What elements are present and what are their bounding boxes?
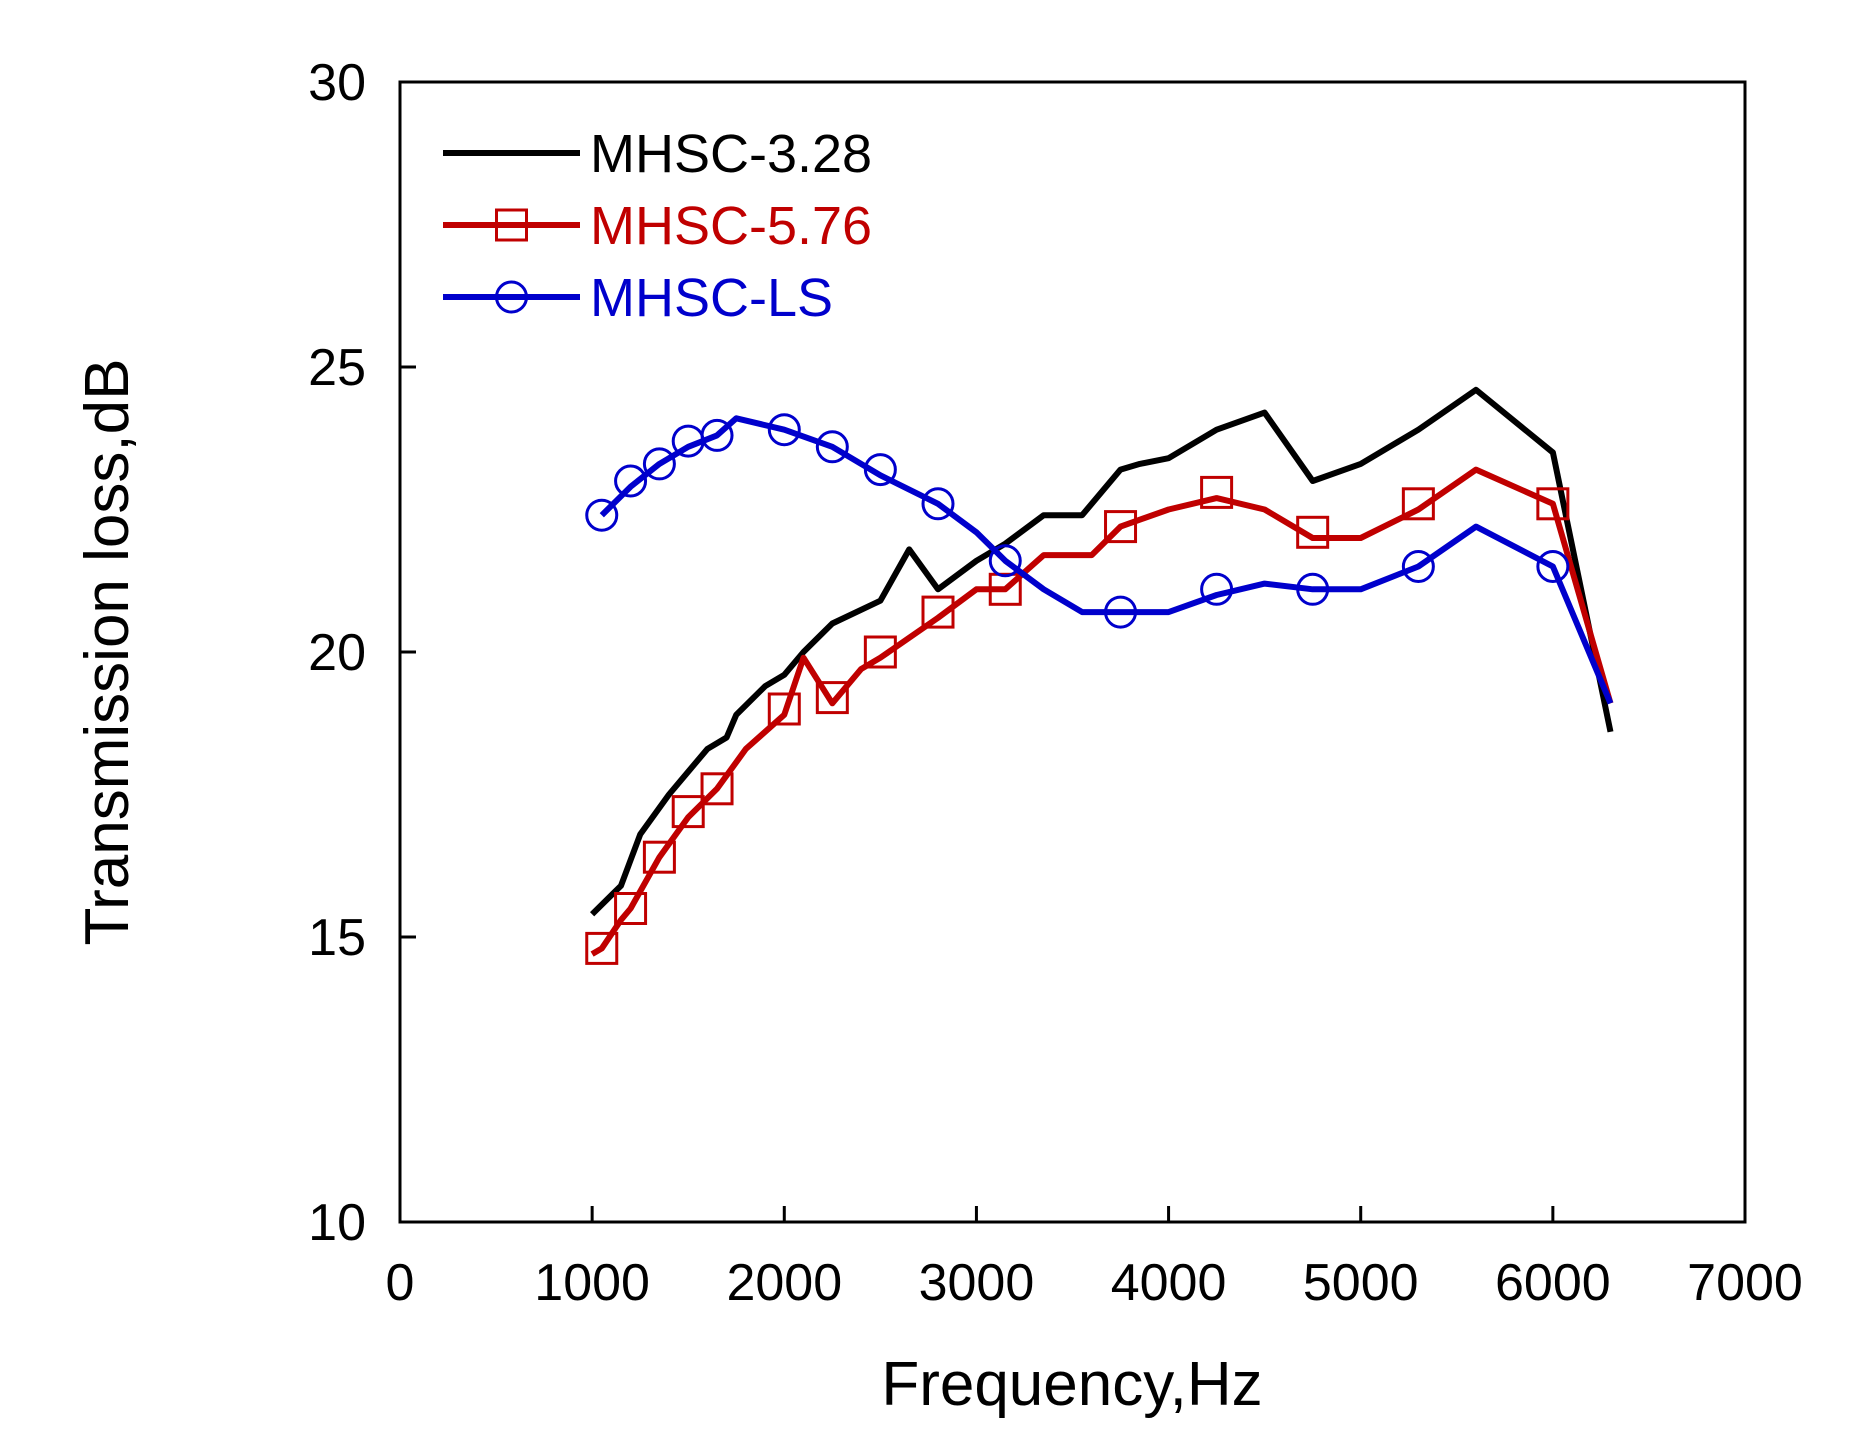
series-marker [1104,595,1138,629]
y-axis-title: Transmission loss,dB [73,359,142,946]
series-marker [988,544,1022,578]
series-marker [642,840,676,874]
series-marker [642,447,676,481]
legend-label: MHSC-LS [590,268,833,328]
series-marker [1200,475,1234,509]
series-marker [863,453,897,487]
y-tick-label: 20 [308,624,366,682]
legend-label: MHSC-3.28 [590,124,872,184]
x-tick-label: 1000 [534,1254,650,1312]
x-tick-label: 6000 [1495,1254,1611,1312]
y-tick-label: 25 [308,339,366,397]
series-line [599,415,1614,705]
y-axis-ticks: 10 15 20 25 30 [308,54,416,1252]
series-mhsc-ls [585,413,1614,705]
x-axis-ticks: 0 1000 2000 3000 4000 5000 6000 7000 [386,1206,1803,1312]
series-marker [767,413,801,447]
series-marker [1536,550,1570,583]
series-marker [585,931,619,965]
legend-item: MHSC-5.76 [443,196,872,256]
y-tick-label: 30 [308,54,366,112]
legend-item: MHSC-3.28 [443,124,872,184]
legend-marker [495,208,528,242]
x-axis-title: Frequency,Hz [881,1350,1262,1419]
x-tick-label: 5000 [1303,1254,1419,1312]
series-marker [671,795,705,829]
series-mhsc-5-76 [585,466,1614,965]
series-marker [921,487,955,521]
x-tick-label: 0 [386,1254,415,1312]
series-marker [921,595,955,629]
legend: MHSC-3.28 MHSC-5.76 MHSC-LS [443,124,872,328]
series-marker [700,418,734,452]
y-tick-label: 10 [308,1194,366,1252]
series-marker [1296,572,1330,606]
y-tick-label: 15 [308,909,366,967]
plot-area: 0 1000 2000 3000 4000 5000 6000 7000 10 15 20 25 30 [308,54,1803,1312]
series-marker [815,430,849,464]
series-marker [614,892,648,925]
series-line [589,386,1614,917]
series-layer [585,386,1614,965]
series-mhsc-3-28 [589,386,1614,917]
series-marker [1104,510,1138,544]
x-tick-label: 7000 [1687,1254,1803,1312]
series-marker [1401,550,1435,583]
series-line [590,466,1614,957]
series-marker [1401,487,1435,521]
series-marker [815,681,849,715]
series-marker [1536,487,1570,521]
x-tick-label: 3000 [919,1254,1035,1312]
x-tick-label: 2000 [726,1254,842,1312]
series-marker [585,498,619,532]
legend-item: MHSC-LS [443,268,833,328]
series-marker [700,772,734,806]
series-marker [614,464,648,498]
series-marker [1200,572,1234,606]
x-tick-label: 4000 [1111,1254,1227,1312]
legend-label: MHSC-5.76 [590,196,872,256]
series-marker [767,692,801,726]
legend-marker [495,280,528,314]
series-marker [863,635,897,669]
series-marker [1296,515,1330,549]
